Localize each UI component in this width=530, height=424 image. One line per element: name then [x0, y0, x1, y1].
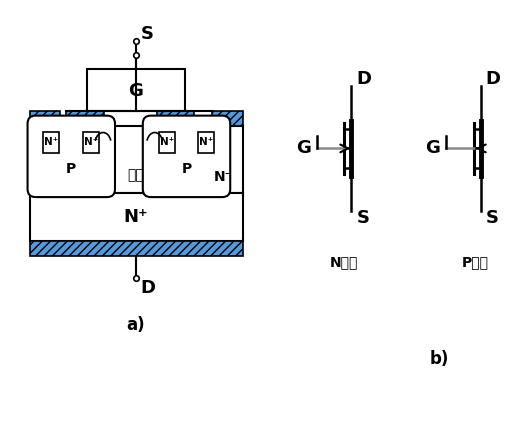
Bar: [87, 69, 184, 111]
Bar: [30, 111, 60, 126]
Text: P: P: [181, 162, 192, 176]
Text: G: G: [296, 139, 311, 157]
Text: N⁻: N⁻: [214, 170, 233, 184]
Bar: [158, 131, 174, 153]
Bar: [30, 193, 243, 241]
Bar: [83, 131, 99, 153]
Text: P溝道: P溝道: [462, 256, 489, 270]
Bar: [198, 131, 214, 153]
Text: G: G: [425, 139, 440, 157]
Bar: [66, 111, 104, 126]
Text: b): b): [429, 350, 448, 368]
Text: N⁺: N⁺: [123, 208, 148, 226]
Bar: [30, 126, 243, 193]
Bar: [43, 131, 59, 153]
Text: N⁺: N⁺: [84, 137, 98, 148]
Text: N⁺: N⁺: [45, 137, 58, 148]
Text: N⁺: N⁺: [199, 137, 214, 148]
Text: P: P: [66, 162, 76, 176]
FancyBboxPatch shape: [143, 116, 230, 197]
Text: D: D: [141, 279, 156, 296]
Text: S: S: [141, 25, 154, 43]
Bar: [30, 241, 243, 256]
FancyBboxPatch shape: [28, 116, 115, 197]
Text: 溝道: 溝道: [128, 168, 144, 182]
Bar: [213, 111, 243, 126]
Text: N⁺: N⁺: [160, 137, 174, 148]
Text: D: D: [485, 70, 500, 88]
Text: a): a): [127, 316, 145, 334]
Text: G: G: [128, 82, 143, 100]
Text: S: S: [485, 209, 499, 227]
Text: D: D: [356, 70, 372, 88]
Text: S: S: [356, 209, 369, 227]
Bar: [157, 111, 195, 126]
Text: N溝道: N溝道: [329, 256, 358, 270]
